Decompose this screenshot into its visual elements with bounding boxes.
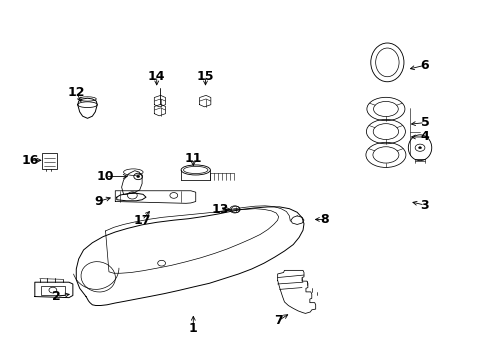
Text: 5: 5	[420, 116, 428, 129]
Text: 17: 17	[133, 214, 150, 227]
Circle shape	[418, 147, 421, 149]
Text: 4: 4	[420, 130, 428, 144]
Bar	[42, 153, 57, 168]
Text: 3: 3	[420, 199, 428, 212]
Text: 16: 16	[21, 154, 39, 167]
Text: 6: 6	[420, 59, 428, 72]
Text: 1: 1	[188, 322, 197, 335]
Text: 15: 15	[196, 69, 214, 82]
Text: 2: 2	[52, 290, 61, 303]
Text: 11: 11	[184, 152, 202, 165]
Circle shape	[137, 175, 140, 177]
Text: 9: 9	[94, 195, 102, 208]
Text: 8: 8	[320, 213, 328, 226]
Bar	[41, 286, 65, 295]
Text: 7: 7	[274, 314, 283, 327]
Text: 10: 10	[97, 170, 114, 183]
Text: 12: 12	[67, 86, 85, 99]
Text: 13: 13	[211, 203, 228, 216]
Text: 14: 14	[148, 69, 165, 82]
